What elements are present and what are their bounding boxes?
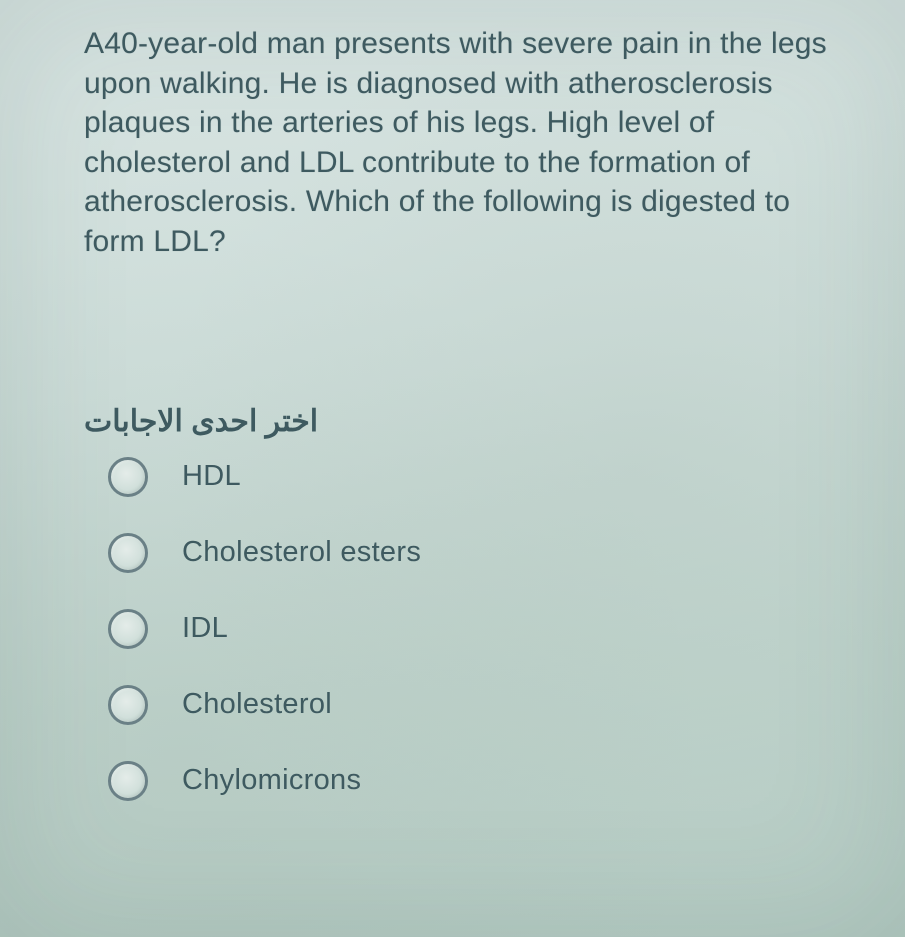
option-idl[interactable]: IDL (108, 609, 845, 649)
option-label: Cholesterol (182, 688, 332, 721)
option-chylomicrons[interactable]: Chylomicrons (108, 761, 845, 801)
option-label: HDL (182, 460, 241, 493)
options-group: HDL Cholesterol esters IDL Cholesterol C… (84, 457, 845, 801)
option-hdl[interactable]: HDL (108, 457, 845, 497)
radio-icon[interactable] (108, 609, 148, 649)
radio-icon[interactable] (108, 457, 148, 497)
option-cholesterol-esters[interactable]: Cholesterol esters (108, 533, 845, 573)
option-label: IDL (182, 612, 228, 645)
option-label: Cholesterol esters (182, 536, 421, 569)
question-text: A40-year-old man presents with severe pa… (84, 24, 845, 262)
quiz-content: A40-year-old man presents with severe pa… (0, 0, 905, 801)
radio-icon[interactable] (108, 685, 148, 725)
option-label: Chylomicrons (182, 764, 361, 797)
choose-answer-prompt: اختر احدى الاجابات (84, 404, 845, 439)
option-cholesterol[interactable]: Cholesterol (108, 685, 845, 725)
radio-icon[interactable] (108, 533, 148, 573)
radio-icon[interactable] (108, 761, 148, 801)
